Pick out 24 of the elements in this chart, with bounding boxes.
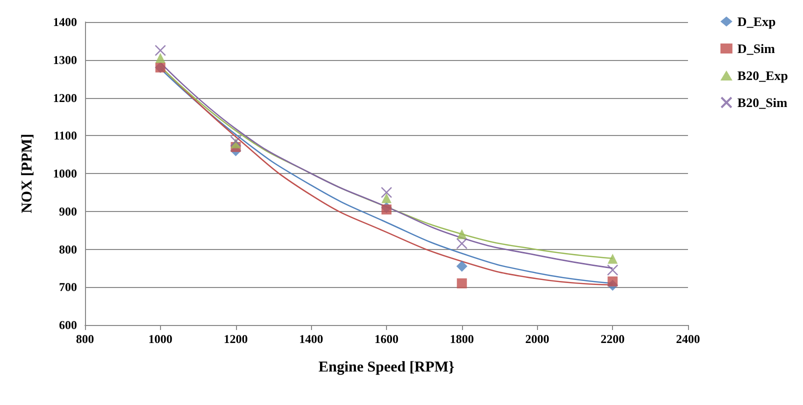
x-tick-label: 1600 [374, 332, 398, 346]
y-tick-label: 1100 [54, 128, 77, 143]
x-tick-label: 800 [76, 332, 94, 346]
y-tick-label: 600 [59, 318, 77, 332]
x-tick-label: 1800 [450, 332, 474, 346]
legend-label: B20_Sim [737, 95, 788, 110]
x-tick-label: 1000 [148, 332, 172, 346]
legend-label: D_Sim [737, 41, 776, 56]
legend-label: B20_Exp [737, 68, 788, 83]
y-tick-label: 900 [59, 204, 77, 218]
x-tick-label: 2400 [676, 332, 700, 346]
y-tick-label: 1300 [53, 52, 77, 67]
y-tick-label: 700 [59, 280, 77, 294]
y-axis-title: NOX [PPM] [20, 134, 36, 214]
x-tick-label: 2200 [600, 332, 625, 346]
legend-label: D_Exp [737, 14, 776, 29]
y-tick-label: 800 [59, 242, 77, 256]
x-tick-label: 2000 [525, 332, 550, 346]
x-tick-label: 1200 [224, 332, 248, 346]
x-axis-title: Engine Speed [RPM} [318, 360, 455, 376]
y-tick-label: 1000 [53, 166, 77, 180]
y-tick-label: 1400 [53, 15, 77, 29]
x-tick-label: 1400 [299, 332, 324, 346]
y-tick-label: 1200 [53, 90, 77, 105]
